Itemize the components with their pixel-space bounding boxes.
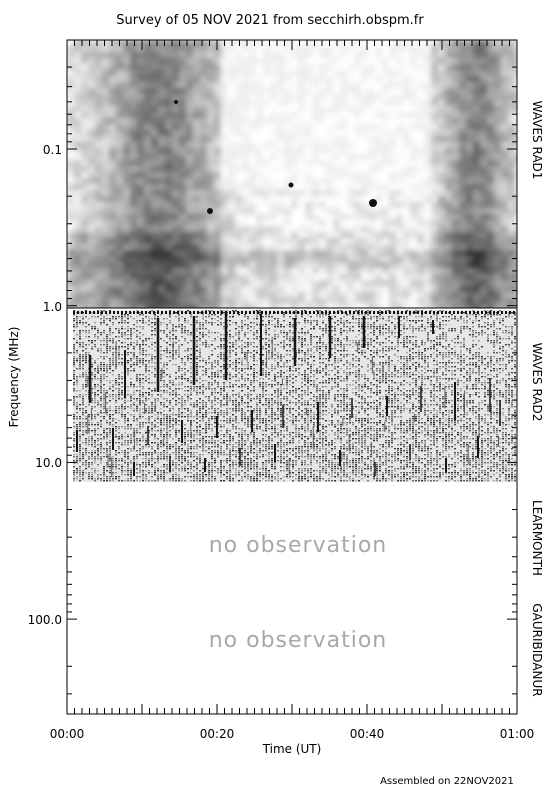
- y-tick-label: 1.0: [43, 300, 62, 314]
- rad1-spectrogram: [67, 40, 517, 308]
- y-axis-ticks: [67, 66, 517, 695]
- x-tick-label: 00:40: [350, 727, 385, 741]
- x-tick-label: 01:00: [500, 727, 535, 741]
- x-axis-label: Time (UT): [262, 742, 322, 756]
- assembled-footer: Assembled on 22NOV2021: [380, 776, 514, 787]
- no-observation-gauribidanur: no observation: [209, 628, 388, 653]
- panel-label-gauribidanur: GAURIBIDANUR: [530, 603, 544, 696]
- rad2-spectrogram: [73, 310, 517, 482]
- x-tick-label: 00:20: [200, 727, 235, 741]
- panel-label-waves-rad1: WAVES RAD1: [530, 101, 544, 180]
- panel-label-waves-rad2: WAVES RAD2: [530, 343, 544, 422]
- y-tick-label: 100.0: [28, 613, 62, 627]
- y-axis-label: Frequency (MHz): [7, 327, 21, 428]
- chart-title: Survey of 05 NOV 2021 from secchirh.obsp…: [116, 13, 424, 28]
- panel-label-learmonth: LEARMONTH: [530, 500, 544, 576]
- no-observation-learmonth: no observation: [209, 533, 388, 558]
- y-tick-label: 10.0: [35, 456, 62, 470]
- x-axis-ticks: [66, 40, 518, 714]
- y-tick-label: 0.1: [43, 143, 62, 157]
- x-tick-label: 00:00: [50, 727, 85, 741]
